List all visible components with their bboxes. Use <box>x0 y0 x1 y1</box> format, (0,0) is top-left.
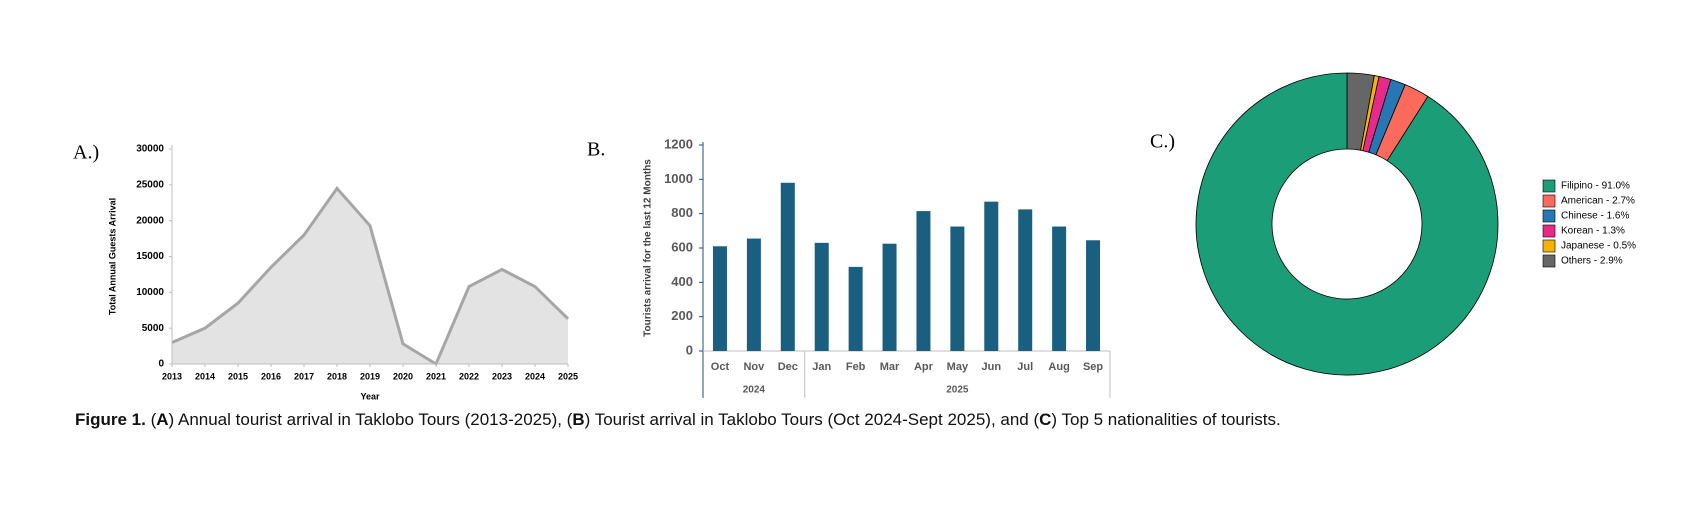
y-tick-label: 600 <box>671 239 693 254</box>
group-label: 2025 <box>946 385 969 396</box>
bar <box>848 266 863 351</box>
x-tick-label: Jul <box>1017 361 1033 373</box>
caption-part: C <box>1039 410 1052 429</box>
group-label: 2024 <box>743 385 766 396</box>
x-tick-label: 2022 <box>459 371 479 381</box>
x-tick-label: 2019 <box>360 371 380 381</box>
y-axis-title: Total Annual Guests Arrival <box>107 198 117 315</box>
donut-slice <box>1195 72 1499 376</box>
y-tick-label: 5000 <box>142 323 165 334</box>
x-tick-label: 2025 <box>558 371 578 381</box>
y-tick-label: 10000 <box>136 287 164 298</box>
y-axis-title: Tourists arrival for the last 12 Months <box>643 159 654 337</box>
x-tick-label: Dec <box>778 361 798 373</box>
bar <box>1052 226 1067 351</box>
legend-label: Japanese - 0.5% <box>1561 241 1636 252</box>
x-tick-label: 2014 <box>195 371 215 381</box>
caption-part: A <box>156 410 169 429</box>
y-tick-label: 25000 <box>136 179 164 190</box>
x-tick-label: Apr <box>914 361 934 373</box>
legend-label: Korean - 1.3% <box>1561 226 1625 237</box>
caption-part: B <box>572 410 585 429</box>
legend-label: Chinese - 1.6% <box>1561 211 1629 222</box>
x-tick-label: Jun <box>982 361 1002 373</box>
x-tick-label: 2017 <box>294 371 314 381</box>
caption-part: ) Top 5 nationalities of tourists. <box>1051 410 1281 429</box>
bar <box>746 238 761 351</box>
x-axis-title: Year <box>360 391 380 401</box>
panel-label: C.) <box>1150 131 1175 153</box>
x-tick-label: 2018 <box>327 371 347 381</box>
y-tick-label: 400 <box>671 274 693 289</box>
legend-swatch <box>1542 179 1556 193</box>
bar <box>1018 209 1033 351</box>
y-tick-label: 200 <box>671 308 693 323</box>
x-tick-label: 2024 <box>525 371 545 381</box>
legend-label: Filipino - 91.0% <box>1561 181 1630 192</box>
y-tick-label: 1200 <box>664 136 693 151</box>
x-tick-label: 2023 <box>492 371 512 381</box>
bar <box>1086 240 1101 351</box>
legend-label: Others - 2.9% <box>1561 256 1623 267</box>
x-tick-label: Aug <box>1048 361 1069 373</box>
x-tick-label: Feb <box>846 361 866 373</box>
x-tick-label: 2021 <box>426 371 446 381</box>
y-tick-label: 0 <box>686 342 693 357</box>
caption-part: ) Tourist arrival in Taklobo Tours (Oct … <box>584 410 1040 429</box>
y-tick-label: 30000 <box>136 144 164 155</box>
y-tick-label: 1000 <box>664 171 693 186</box>
y-tick-label: 0 <box>158 359 164 370</box>
x-tick-label: Jan <box>812 361 831 373</box>
x-tick-label: Oct <box>711 361 730 373</box>
x-tick-label: Sep <box>1083 361 1103 373</box>
area-line <box>171 186 570 367</box>
caption-part: ) Annual tourist arrival in Taklobo Tour… <box>168 410 573 429</box>
y-tick-label: 15000 <box>136 251 164 262</box>
x-tick-label: 2016 <box>261 371 281 381</box>
bar <box>882 243 897 351</box>
legend-swatch <box>1542 224 1556 238</box>
x-tick-label: 2013 <box>162 371 182 381</box>
x-tick-label: Mar <box>880 361 900 373</box>
legend-swatch <box>1542 209 1556 223</box>
bar <box>984 201 999 351</box>
legend-swatch <box>1542 254 1556 268</box>
bar <box>780 182 795 351</box>
x-tick-label: May <box>947 361 969 373</box>
legend-swatch <box>1542 194 1556 208</box>
legend-swatch <box>1542 239 1556 253</box>
caption-part: ( <box>145 410 157 429</box>
x-tick-label: 2020 <box>393 371 413 381</box>
y-tick-label: 800 <box>671 205 693 220</box>
caption: Figure 1. (A) Annual tourist arrival in … <box>75 410 1281 430</box>
legend-label: American - 2.7% <box>1561 196 1635 207</box>
caption-part: Figure 1. <box>75 410 146 429</box>
bar <box>950 226 965 351</box>
bar <box>712 246 727 351</box>
bar <box>916 211 931 351</box>
panel-label: A.) <box>73 142 99 164</box>
panel-label: B. <box>587 139 605 161</box>
x-tick-label: 2015 <box>228 371 248 381</box>
area-fill <box>172 188 568 364</box>
y-tick-label: 20000 <box>136 215 164 226</box>
x-tick-label: Nov <box>743 361 765 373</box>
bar <box>814 242 829 351</box>
